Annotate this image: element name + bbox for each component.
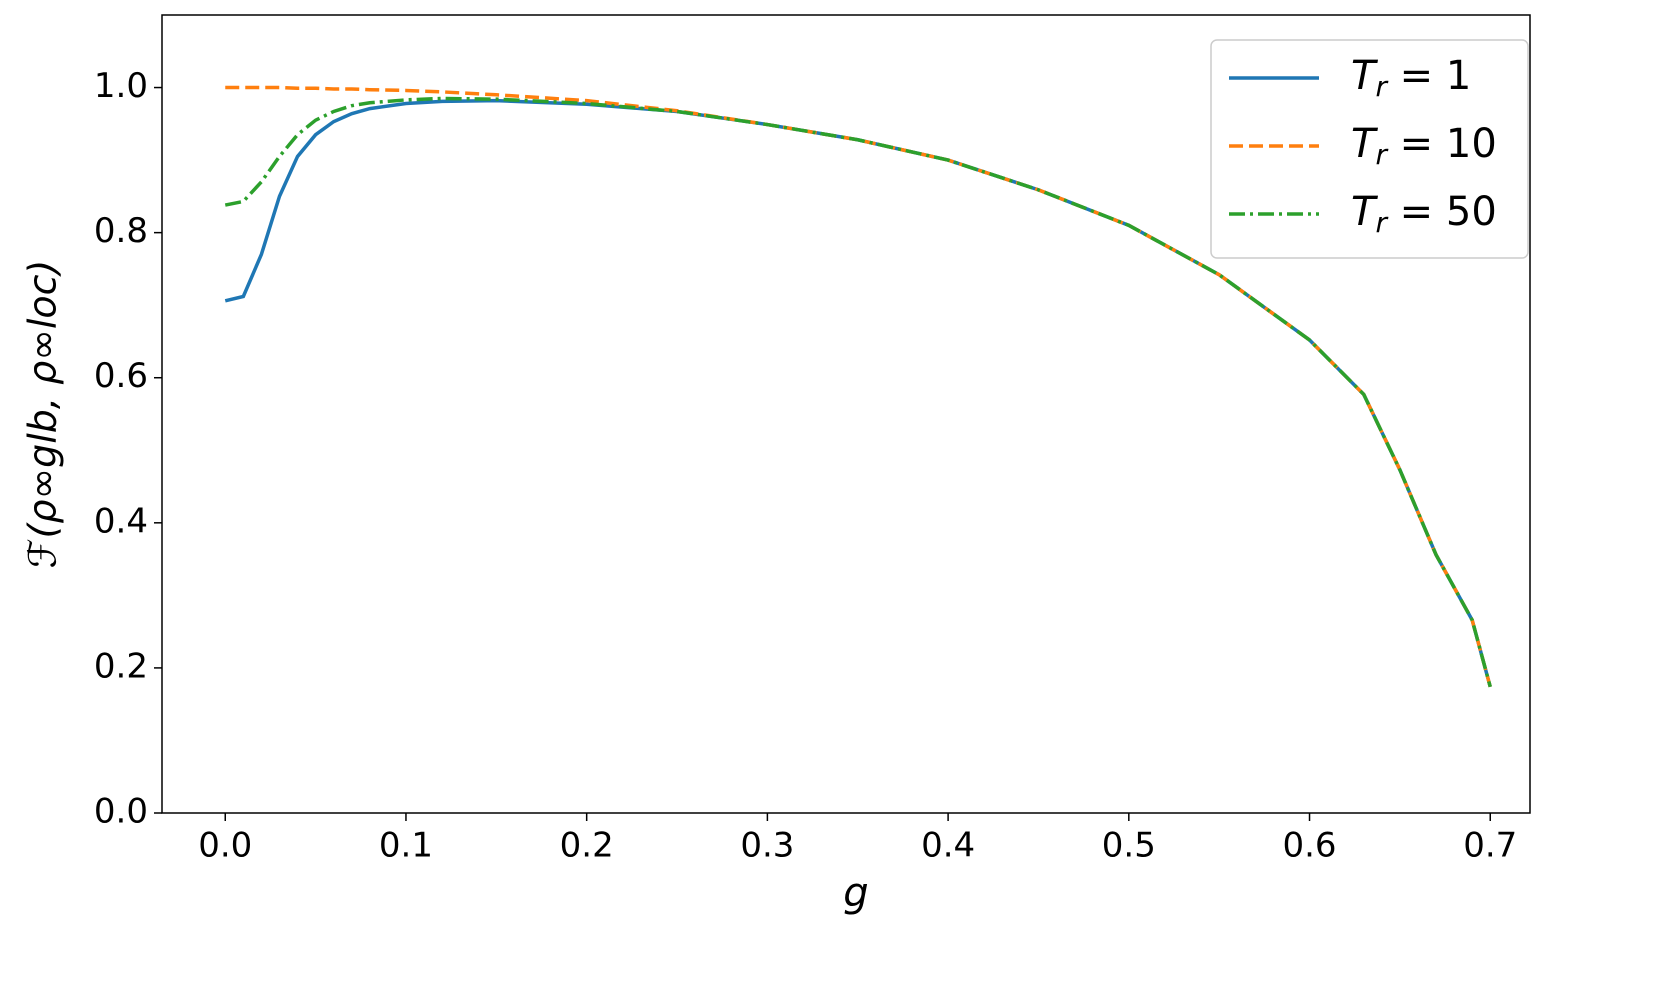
- line-series: [224, 96, 1492, 688]
- axes-frame: [161, 14, 1531, 814]
- legend-label: Tr = 1: [1351, 53, 1471, 103]
- legend-label: Tr = 50: [1351, 189, 1497, 239]
- y-tick-label: 0.0: [94, 792, 148, 832]
- x-tick-label: 0.5: [1102, 826, 1156, 866]
- y-axis-label: ℱ(ρ∞glb, ρ∞loc): [21, 260, 65, 569]
- line-series: [225, 85, 1492, 688]
- x-tick-label: 0.2: [560, 826, 614, 866]
- x-tick-label: 0.4: [921, 826, 975, 866]
- y-tick-label: 0.4: [94, 501, 148, 541]
- legend-box: [1210, 39, 1529, 259]
- y-tick-label: 0.6: [94, 356, 148, 396]
- y-tick-label: 1.0: [94, 66, 148, 106]
- x-tick-label: 0.7: [1463, 826, 1517, 866]
- x-axis-label: g: [843, 870, 868, 916]
- x-tick-label: 0.0: [198, 826, 252, 866]
- x-tick-label: 0.3: [740, 826, 794, 866]
- legend-label: Tr = 10: [1351, 121, 1497, 171]
- y-tick-label: 0.8: [94, 211, 148, 251]
- x-tick-label: 0.1: [379, 826, 433, 866]
- y-tick-label: 0.2: [94, 646, 148, 686]
- x-tick-label: 0.6: [1282, 826, 1336, 866]
